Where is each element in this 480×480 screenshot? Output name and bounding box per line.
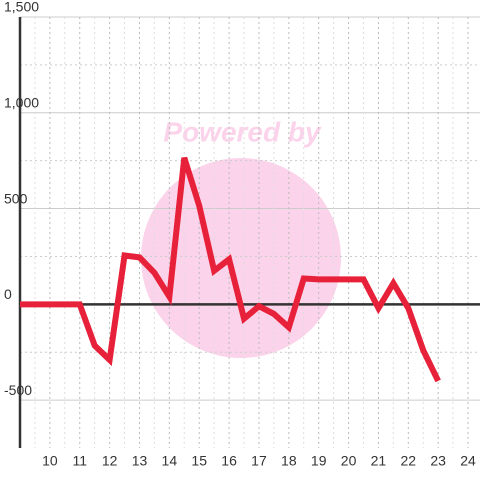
x-tick-label: 14 (162, 453, 178, 469)
x-tick-label: 23 (430, 453, 446, 469)
x-tick-label: 19 (311, 453, 327, 469)
x-tick-label: 18 (281, 453, 297, 469)
x-tick-label: 10 (42, 453, 58, 469)
y-tick-label: 1,500 (4, 0, 39, 15)
x-tick-label: 24 (460, 453, 476, 469)
x-tick-label: 22 (401, 453, 417, 469)
line (20, 156, 441, 383)
x-tick-label: 20 (341, 453, 357, 469)
plot (20, 156, 441, 383)
y-tick-label: 500 (4, 190, 28, 206)
x-tick-label: 16 (221, 453, 237, 469)
watermark-logo (141, 158, 341, 358)
x-tick-label: 17 (251, 453, 267, 469)
x-tick-label: 13 (132, 453, 148, 469)
y-tick-label: -500 (4, 382, 32, 398)
grid (18, 16, 480, 448)
y-tick-label: 0 (4, 286, 12, 302)
x-tick-label: 21 (371, 453, 387, 469)
watermark: Powered by (163, 116, 322, 147)
y-tick-label: 1,000 (4, 94, 39, 110)
x-tick-label: 15 (191, 453, 207, 469)
x-tick-label: 12 (102, 453, 118, 469)
x-tick-label: 11 (72, 453, 87, 469)
